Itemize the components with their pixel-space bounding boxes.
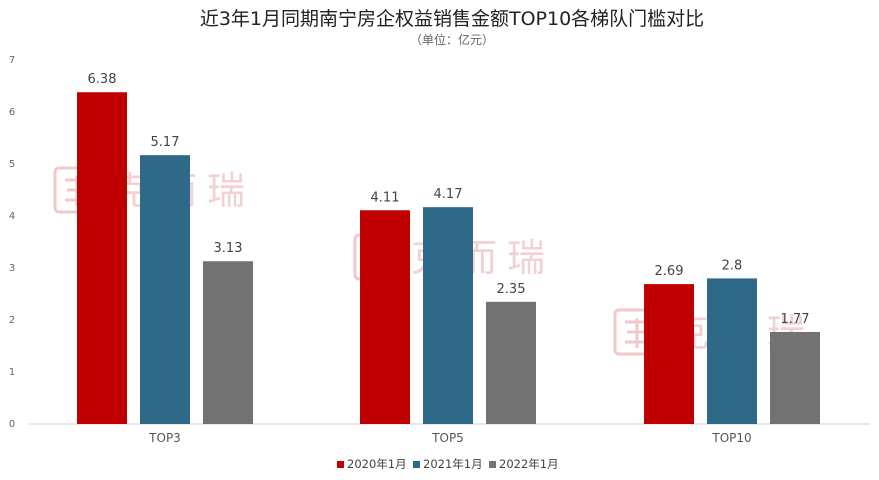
y-tick-label-7: 7 [9,55,15,66]
data-label-top5-series-1: 4.11 [371,190,400,205]
bar-top10-series-2 [707,278,757,424]
y-tick-label-5: 5 [9,159,15,170]
data-label-top10-series-2: 2.8 [722,258,743,273]
x-tick-label-top10: TOP10 [711,431,751,445]
legend-label-1: 2020年1月 [347,457,407,471]
y-tick-label-6: 6 [9,107,15,118]
legend-swatch-2 [413,461,420,468]
data-label-top10-series-1: 2.69 [655,264,684,279]
data-label-top3-series-3: 3.13 [214,241,243,256]
legend: 2020年1月 2021年1月 2022年1月 [337,457,559,471]
legend-swatch-1 [337,461,344,468]
chart-unit-subtitle: （单位：亿元） [410,32,494,47]
data-label-top3-series-1: 6.38 [88,72,117,87]
y-tick-label-1: 1 [9,367,15,378]
bar-top5-series-1 [360,210,410,424]
y-axis: 0 1 2 3 4 5 6 7 [9,55,15,430]
y-tick-label-0: 0 [9,419,15,430]
x-tick-label-top5: TOP5 [431,431,464,445]
chart-title: 近3年1月同期南宁房企权益销售金额TOP10各梯队门槛对比 [200,8,704,30]
x-axis: TOP3 TOP5 TOP10 [148,431,751,445]
legend-label-2: 2021年1月 [423,457,483,471]
bars [77,92,820,425]
data-label-top10-series-3: 1.77 [781,312,810,327]
bar-top3-series-1 [77,92,127,425]
bar-top10-series-3 [770,331,820,424]
legend-swatch-3 [489,461,496,468]
watermark-seal-glyph [625,318,649,348]
y-tick-label-3: 3 [9,263,15,274]
legend-label-3: 2022年1月 [499,457,559,471]
bar-top3-series-2 [140,155,190,424]
bar-top3-series-3 [203,261,253,424]
data-labels: 6.38 5.17 3.13 4.11 4.17 2.35 2.69 2.8 1.77 [88,72,810,327]
x-tick-label-top3: TOP3 [148,431,181,445]
bar-top5-series-2 [423,207,473,424]
y-tick-label-2: 2 [9,315,15,326]
data-label-top3-series-2: 5.17 [151,135,180,150]
bar-top10-series-1 [644,284,694,424]
bar-top5-series-3 [486,301,536,424]
data-label-top5-series-3: 2.35 [497,282,526,297]
y-tick-label-4: 4 [9,211,15,222]
data-label-top5-series-2: 4.17 [434,187,463,202]
